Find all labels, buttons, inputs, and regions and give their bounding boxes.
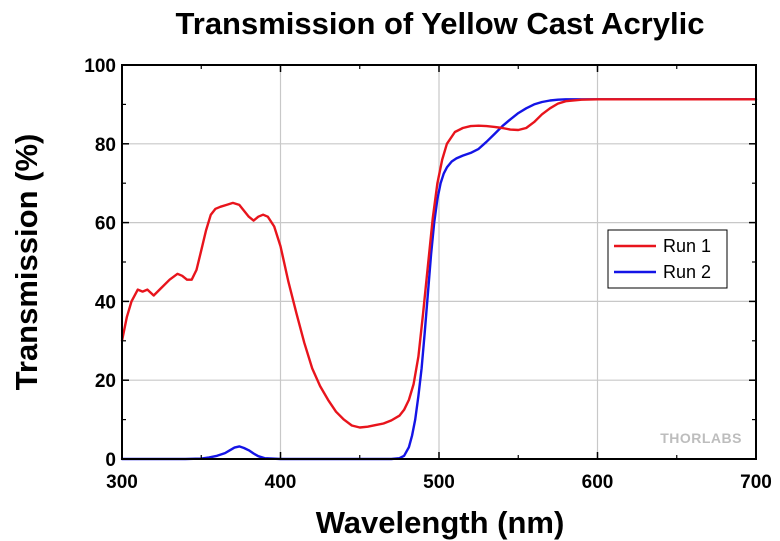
y-tick-label: 40 [95,292,116,313]
y-tick-label: 80 [95,135,116,156]
tick-labels: 300 400 500 600 700 0 20 40 60 80 100 [84,56,772,493]
grid-lines [122,65,756,459]
x-tick-label: 600 [582,472,614,493]
y-tick-label: 20 [95,371,116,392]
y-axis-title: Transmission (%) [9,134,44,391]
legend-label-run-1: Run 1 [663,236,711,256]
x-tick-label: 300 [106,472,138,493]
y-tick-label: 100 [84,56,116,77]
legend-label-run-2: Run 2 [663,262,711,282]
thorlabs-watermark: THORLABS [660,430,742,446]
x-tick-label: 400 [265,472,297,493]
legend-box [607,229,728,289]
x-axis-title: Wavelength (nm) [316,505,565,540]
axis-ticks [121,64,757,460]
y-tick-label: 0 [105,450,116,471]
series-layer [120,98,758,461]
series-line-run-2 [120,98,758,461]
x-tick-label: 700 [740,472,772,493]
y-tick-label: 60 [95,214,116,235]
legend: Run 1 Run 2 [607,229,728,289]
x-tick-label: 500 [423,472,455,493]
series-line-run-1 [120,98,758,429]
chart-title: Transmission of Yellow Cast Acrylic [176,6,705,41]
